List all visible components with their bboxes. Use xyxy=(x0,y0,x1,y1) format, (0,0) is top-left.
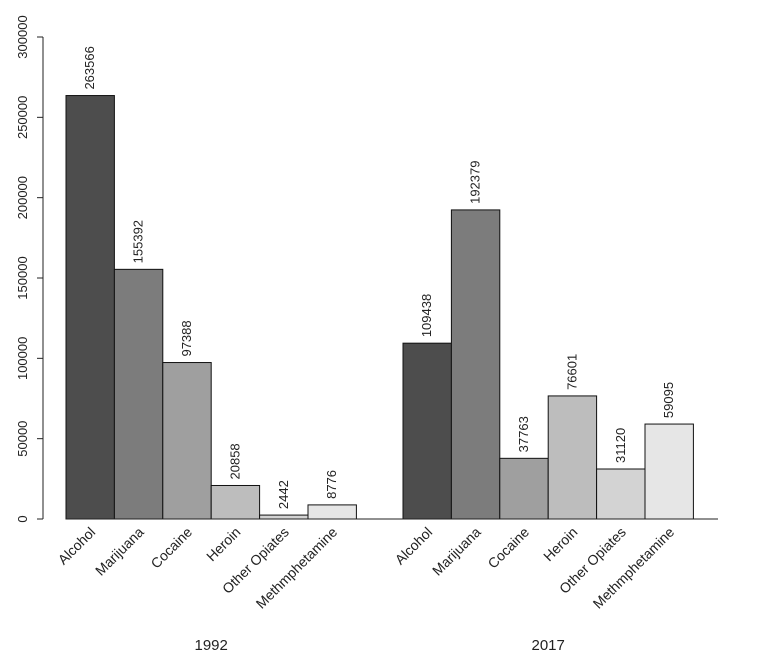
value-label: 20858 xyxy=(227,443,242,479)
category-label: Cocaine xyxy=(147,524,195,572)
value-label: 76601 xyxy=(564,354,579,390)
group-labels: 1992 2017 xyxy=(195,637,565,654)
bar-2017-marijuana xyxy=(450,209,501,520)
group-label-2017: 2017 xyxy=(532,637,565,654)
y-tick-label: 50000 xyxy=(15,421,30,457)
bar-2017-cocaine xyxy=(499,457,549,520)
value-label: 109438 xyxy=(419,294,434,337)
category-label: Methmphetamine xyxy=(590,524,678,612)
bar-2017-other-opiates xyxy=(596,468,646,520)
bar-1992-other-opiates xyxy=(259,514,309,520)
bar-1992-marijuana xyxy=(113,268,164,520)
bar-2017-methmphetamine xyxy=(644,423,694,520)
y-tick-label: 150000 xyxy=(15,256,30,299)
value-label: 192379 xyxy=(468,161,483,204)
value-label: 31120 xyxy=(613,428,628,463)
y-tick-label: 300000 xyxy=(15,15,30,58)
bar-1992-heroin xyxy=(210,484,261,520)
bars xyxy=(65,95,694,520)
category-label: Methmphetamine xyxy=(253,524,341,612)
y-tick-label: 0 xyxy=(15,515,30,522)
value-label: 37763 xyxy=(516,416,531,452)
value-labels: 263566 155392 97388 20858 2442 8776 109438 1923… xyxy=(82,46,676,509)
value-label: 97388 xyxy=(179,320,194,356)
category-label: Alcohol xyxy=(392,524,436,568)
category-label: Heroin xyxy=(203,524,243,564)
bar-2017-heroin xyxy=(547,395,598,520)
bar-1992-alcohol xyxy=(65,95,115,520)
group-label-1992: 1992 xyxy=(195,637,228,654)
category-label: Marijuana xyxy=(429,524,484,579)
category-label: Alcohol xyxy=(55,524,99,568)
value-label: 2442 xyxy=(276,480,291,509)
category-label: Marijuana xyxy=(92,524,147,579)
y-tick-label: 250000 xyxy=(15,96,30,139)
bar-1992-methmphetamine xyxy=(307,504,357,520)
value-label: 59095 xyxy=(661,382,676,418)
bar-2017-alcohol xyxy=(402,342,452,520)
bar-1992-cocaine xyxy=(162,362,212,520)
value-label: 8776 xyxy=(324,470,339,499)
value-label: 155392 xyxy=(131,220,146,263)
category-label: Cocaine xyxy=(484,524,532,572)
value-label: 263566 xyxy=(82,46,97,89)
y-axis: 0 50000 100000 150000 200000 250000 300000 xyxy=(15,15,44,523)
y-tick-label: 200000 xyxy=(15,176,30,219)
y-tick-label: 100000 xyxy=(15,337,30,380)
category-label: Heroin xyxy=(540,524,580,564)
